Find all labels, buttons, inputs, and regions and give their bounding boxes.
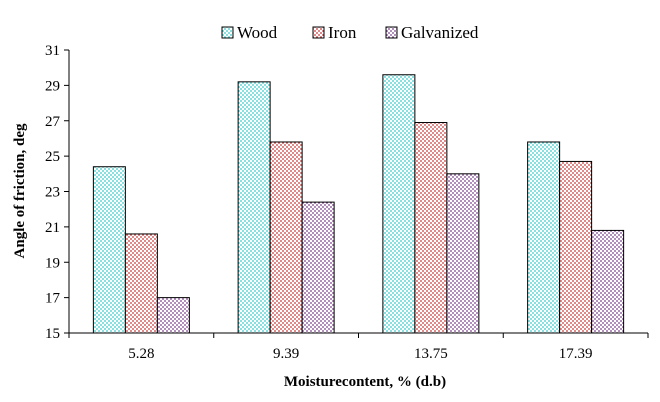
y-tick-label: 29: [45, 78, 60, 94]
x-tick-label: 13.75: [414, 346, 448, 362]
bar-wood-2: [237, 81, 271, 334]
y-tick-label: 21: [45, 220, 60, 236]
bar-iron-3: [414, 122, 448, 334]
bars: [92, 74, 625, 334]
legend-swatch-iron: [312, 26, 325, 39]
y-tick-label: 17: [45, 291, 61, 307]
y-tick-label: 31: [45, 43, 60, 59]
bar-galvanized-1: [156, 297, 190, 334]
x-tick-label: 9.39: [273, 346, 299, 362]
bar-iron-4: [559, 160, 593, 334]
x-tick-label: 5.28: [128, 346, 154, 362]
legend: Wood Iron Galvanized: [221, 23, 479, 42]
bar-galvanized-3: [446, 173, 480, 334]
legend-label-galvanized: Galvanized: [401, 23, 479, 42]
legend-swatch-galvanized: [385, 26, 398, 39]
legend-label-wood: Wood: [237, 23, 278, 42]
y-tick-label: 15: [45, 326, 60, 342]
bar-wood-3: [382, 74, 416, 334]
legend-swatch-wood: [221, 26, 234, 39]
bar-iron-1: [124, 233, 158, 334]
y-tick-label: 23: [45, 185, 60, 201]
bar-galvanized-4: [591, 229, 625, 334]
y-tick-label: 27: [45, 114, 61, 130]
bar-galvanized-2: [301, 201, 335, 334]
legend-label-iron: Iron: [328, 23, 357, 42]
x-tick-label: 17.39: [559, 346, 593, 362]
ticks: 15 17 19 21 23 25 27 29 31 5.28 9.39 13.75 17.39: [45, 43, 649, 362]
y-axis-title: Angle of friction, deg: [12, 123, 28, 258]
bar-wood-1: [92, 166, 126, 334]
y-tick-label: 19: [45, 255, 60, 271]
y-tick-label: 25: [45, 149, 60, 165]
bar-iron-2: [269, 141, 303, 334]
x-axis-title: Moisturecontent, % (d.b): [284, 374, 446, 390]
bar-wood-4: [527, 141, 561, 334]
